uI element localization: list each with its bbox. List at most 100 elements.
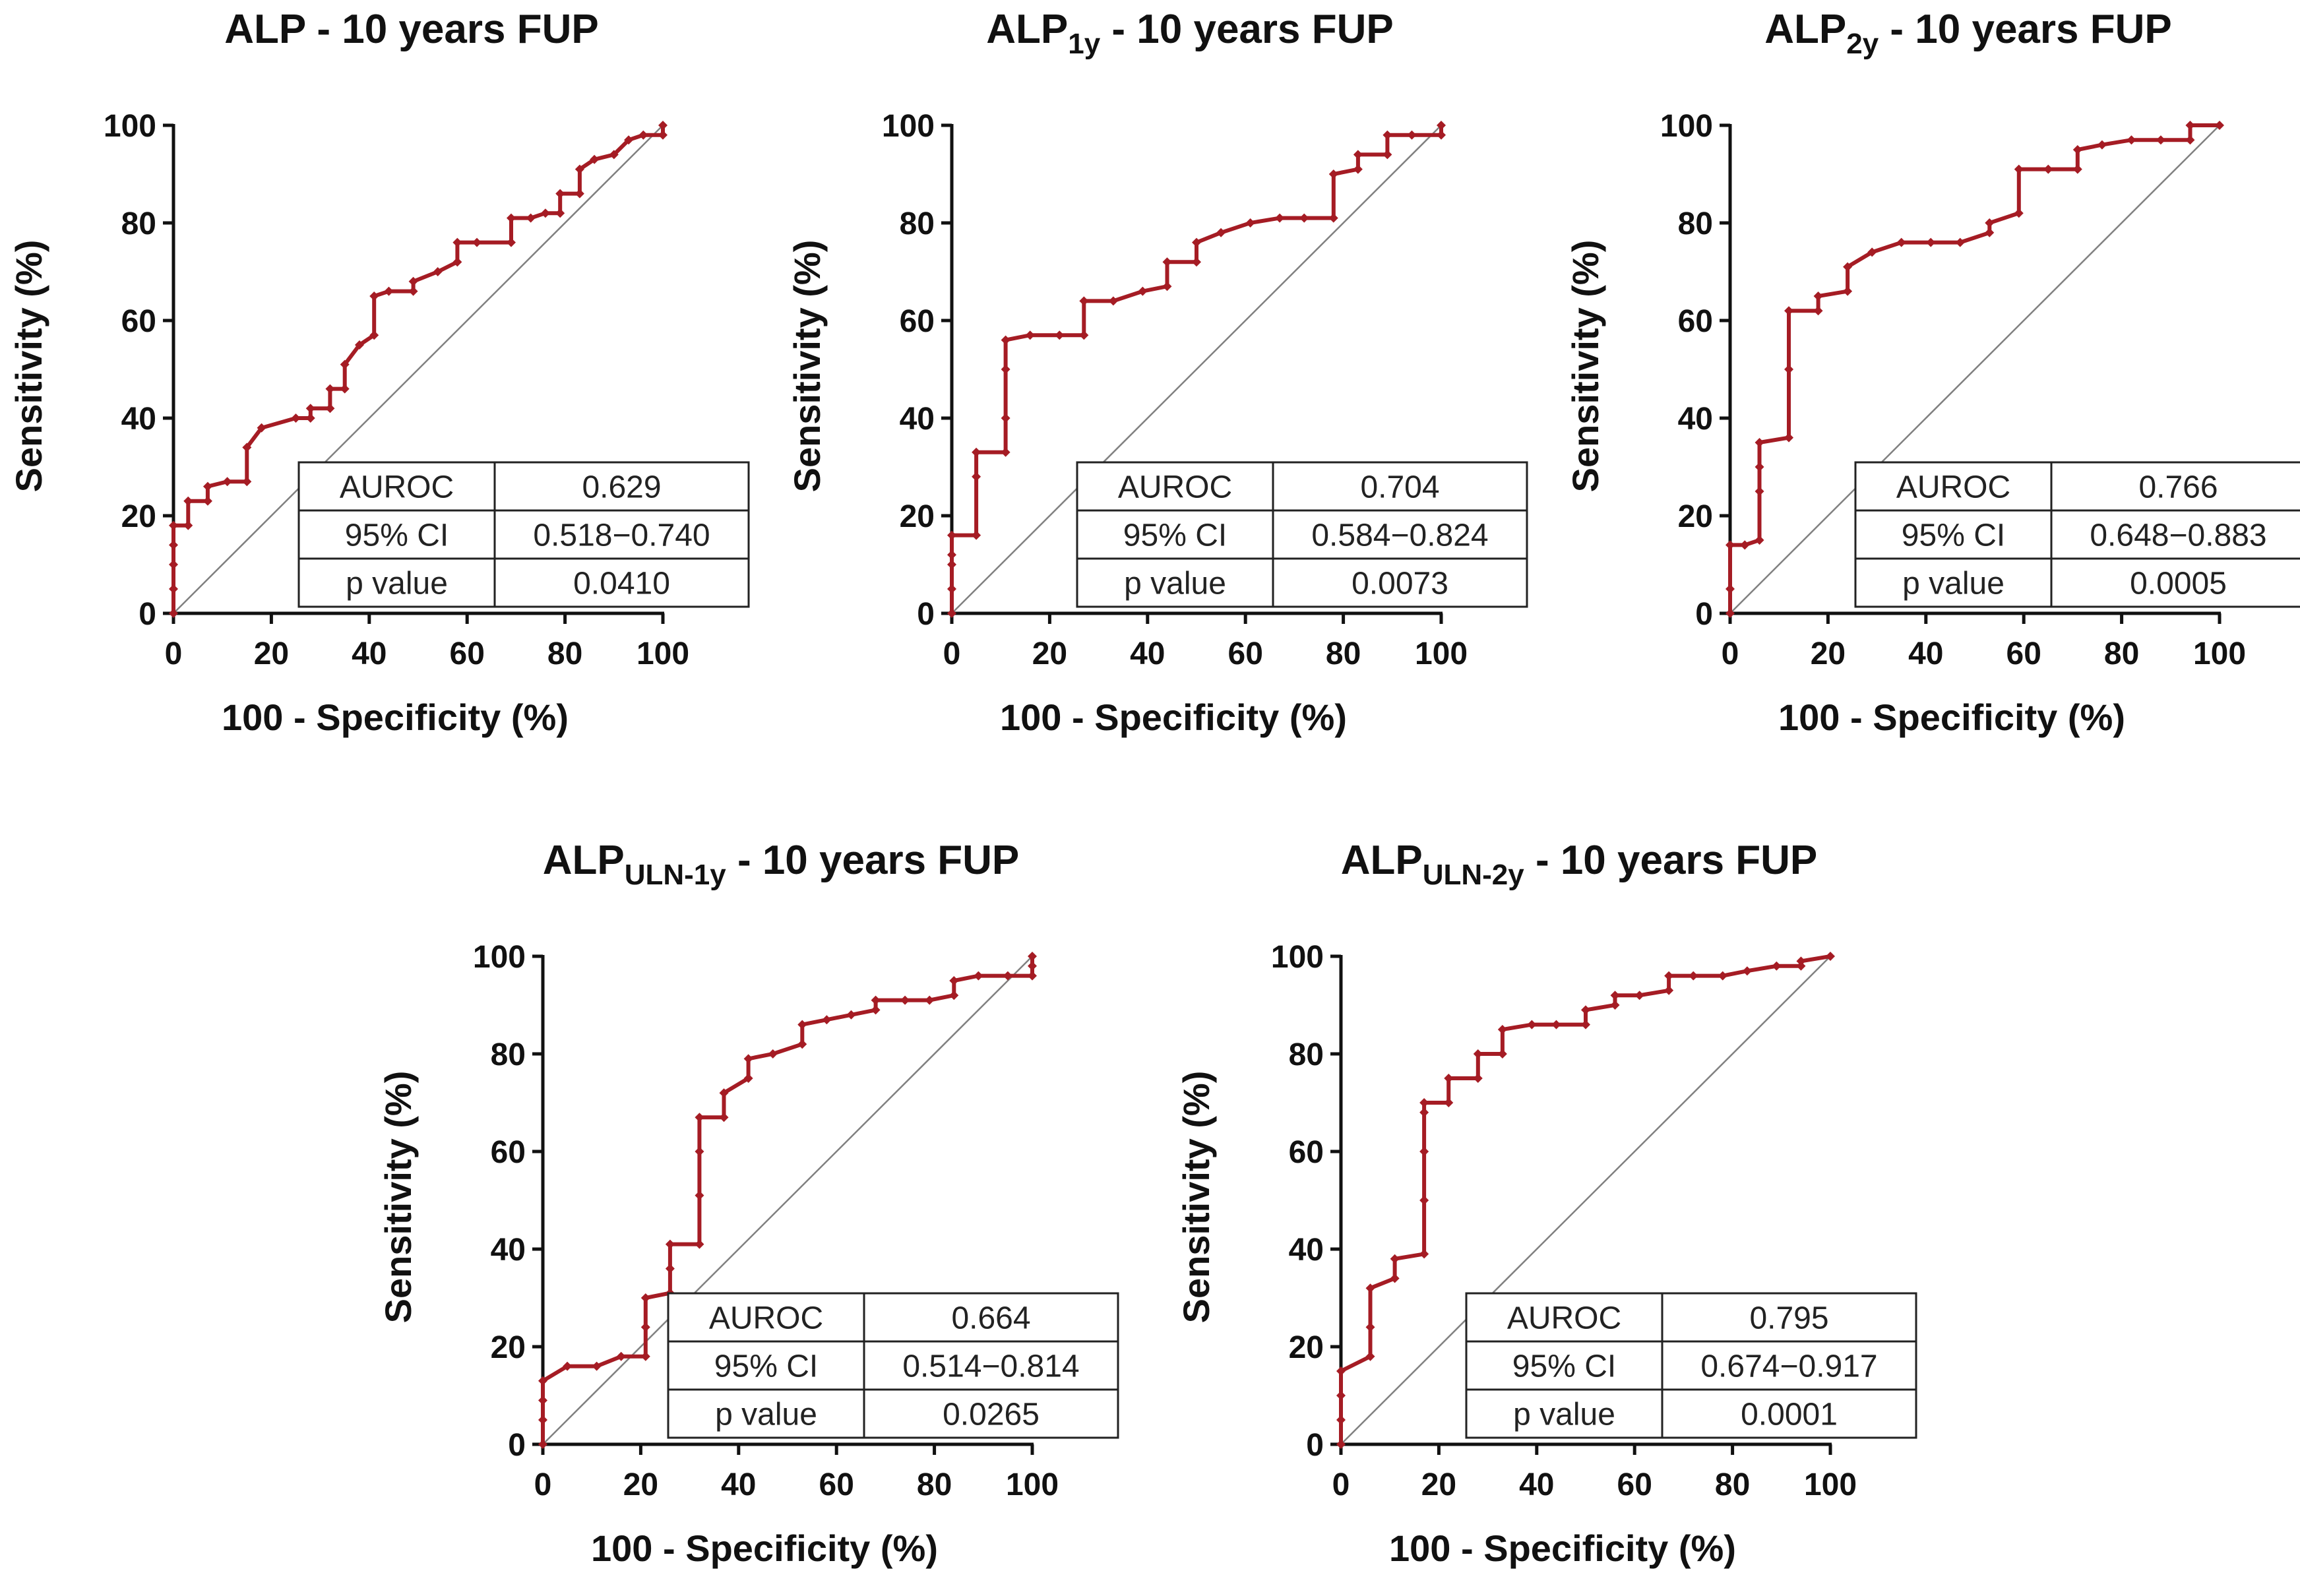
- x-tick-label: 20: [254, 636, 289, 671]
- roc-point: [257, 423, 266, 433]
- stats-label: p value: [346, 567, 448, 601]
- roc-point: [1755, 438, 1764, 447]
- roc-point: [2043, 164, 2053, 174]
- y-tick-label: 60: [1289, 1135, 1324, 1170]
- chart-title-part: ALP: [543, 838, 625, 883]
- roc-point: [1755, 536, 1764, 545]
- roc-point: [1742, 966, 1752, 976]
- roc-point: [590, 154, 600, 164]
- y-tick-label: 40: [491, 1233, 526, 1268]
- roc-point: [325, 404, 335, 414]
- roc-point: [1813, 306, 1823, 316]
- roc-point: [925, 995, 935, 1005]
- stats-label: AUROC: [1896, 470, 2010, 505]
- roc-point: [1353, 164, 1363, 174]
- x-tick-label: 80: [547, 636, 582, 671]
- stats-value: 0.0410: [573, 567, 670, 601]
- reference-diagonal: [173, 125, 664, 614]
- roc-point: [2185, 121, 2195, 130]
- chart-title-subscript: ULN-1y: [625, 859, 727, 891]
- roc-point: [1926, 237, 1936, 247]
- chart-title-part: ALP - 10 years FUP: [224, 7, 598, 52]
- roc-point: [2014, 208, 2024, 218]
- roc-point: [2072, 145, 2082, 154]
- roc-point: [1419, 1249, 1429, 1259]
- roc-point: [695, 1113, 704, 1122]
- stats-label: p value: [1124, 567, 1226, 601]
- roc-point: [947, 584, 956, 594]
- stats-value: 0.704: [1360, 470, 1439, 505]
- roc-point: [575, 189, 584, 199]
- roc-point: [305, 414, 315, 423]
- y-tick-label: 60: [121, 304, 156, 339]
- roc-point: [949, 976, 959, 985]
- roc-point: [1079, 330, 1089, 340]
- y-tick-label: 100: [1660, 109, 1713, 144]
- chart-title: ALPULN-2y - 10 years FUP: [1341, 838, 1818, 891]
- y-axis-title: Sensitivity (%): [8, 240, 49, 493]
- roc-point: [1162, 282, 1172, 292]
- x-tick-label: 40: [721, 1467, 756, 1502]
- roc-panel-1: ALP - 10 years FUP 0 20 40 60 80 100 0 20 40 60 80 1…: [8, 7, 750, 738]
- x-tick-label: 20: [1421, 1467, 1456, 1502]
- roc-point: [1390, 1274, 1400, 1283]
- x-tick-label: 60: [819, 1467, 854, 1502]
- roc-point: [1784, 433, 1794, 443]
- y-tick-label: 60: [900, 304, 935, 339]
- roc-point: [506, 213, 516, 223]
- roc-point: [305, 404, 315, 414]
- stats-table-frame: [667, 1292, 1119, 1439]
- roc-point: [1796, 956, 1806, 966]
- roc-point: [797, 1039, 807, 1049]
- roc-point: [242, 443, 252, 452]
- y-tick-label: 20: [121, 499, 156, 534]
- roc-point: [538, 1376, 547, 1386]
- roc-point: [947, 550, 956, 560]
- roc-point: [1784, 365, 1794, 374]
- roc-point: [743, 1054, 753, 1064]
- roc-point: [2156, 135, 2165, 145]
- stats-value: 0.584−0.824: [1311, 518, 1488, 553]
- roc-point: [658, 130, 668, 140]
- roc-point: [538, 1396, 547, 1405]
- roc-point: [1755, 487, 1764, 496]
- roc-point: [222, 477, 232, 487]
- roc-point: [202, 481, 212, 491]
- stats-label: AUROC: [1118, 470, 1232, 505]
- x-axis-title: 100 - Specificity (%): [222, 696, 569, 738]
- x-tick-label: 80: [1326, 636, 1361, 671]
- roc-point: [1497, 1049, 1507, 1059]
- roc-point: [384, 286, 394, 296]
- x-tick-label: 0: [1332, 1467, 1350, 1502]
- roc-point: [169, 609, 178, 618]
- roc-point: [1527, 1020, 1537, 1029]
- chart-title-part: ALP: [986, 7, 1068, 52]
- roc-point: [1985, 228, 1995, 237]
- y-tick-label: 0: [139, 597, 156, 632]
- stats-label: 95% CI: [714, 1349, 818, 1384]
- roc-point: [1755, 462, 1764, 472]
- roc-point: [1028, 952, 1037, 961]
- roc-point: [1664, 985, 1674, 995]
- roc-point: [1001, 335, 1010, 345]
- roc-point: [2127, 135, 2136, 145]
- stats-table: AUROC 0.766 95% CI 0.648−0.883 p value 0.0005: [1854, 461, 2300, 608]
- roc-point: [1444, 1074, 1454, 1083]
- roc-point: [2215, 121, 2224, 130]
- roc-point: [1784, 306, 1794, 316]
- roc-point: [1610, 1000, 1620, 1010]
- y-axis-title: Sensitivity (%): [1175, 1071, 1217, 1324]
- roc-point: [949, 991, 959, 1000]
- reference-diagonal: [542, 956, 1033, 1445]
- roc-point: [369, 330, 379, 340]
- y-axis-title: Sensitivity (%): [1565, 240, 1606, 493]
- roc-point: [169, 560, 178, 569]
- roc-point: [695, 1147, 704, 1156]
- chart-title: ALP1y - 10 years FUP: [986, 7, 1394, 60]
- stats-value: 0.674−0.917: [1700, 1349, 1877, 1384]
- roc-point: [1985, 218, 1995, 228]
- roc-point: [2014, 164, 2024, 174]
- y-tick-label: 40: [1678, 402, 1713, 437]
- roc-point: [1437, 121, 1446, 130]
- x-tick-label: 0: [1722, 636, 1739, 671]
